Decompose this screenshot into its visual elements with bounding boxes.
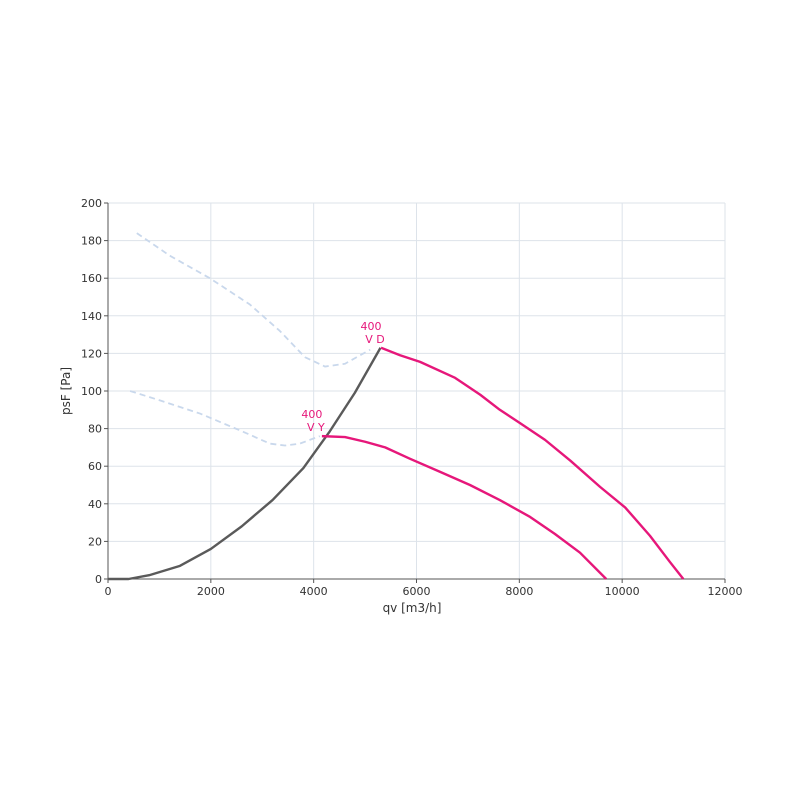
series-label: 400 xyxy=(361,320,382,333)
series-sublabel: V Y xyxy=(307,421,325,434)
y-tick-label: 160 xyxy=(81,272,102,285)
series-sublabel: V D xyxy=(365,333,385,346)
series-line xyxy=(321,434,608,580)
series-line xyxy=(380,346,685,580)
x-tick-label: 4000 xyxy=(300,585,328,598)
y-tick-label: 80 xyxy=(88,423,102,436)
y-tick-label: 0 xyxy=(95,573,102,586)
x-axis-label: qv [m3/h] xyxy=(383,601,442,615)
x-tick-label: 0 xyxy=(105,585,112,598)
series-label: 400 xyxy=(301,408,322,421)
x-tick-label: 6000 xyxy=(403,585,431,598)
x-tick-label: 10000 xyxy=(605,585,640,598)
x-tick-label: 2000 xyxy=(197,585,225,598)
y-tick-label: 60 xyxy=(88,460,102,473)
series-line xyxy=(136,232,371,368)
y-tick-label: 100 xyxy=(81,385,102,398)
y-tick-label: 20 xyxy=(88,535,102,548)
series-line xyxy=(108,347,382,581)
series-line xyxy=(129,390,321,447)
y-tick-label: 40 xyxy=(88,498,102,511)
y-tick-label: 180 xyxy=(81,235,102,248)
y-tick-label: 200 xyxy=(81,197,102,210)
x-tick-label: 12000 xyxy=(708,585,743,598)
y-axis-label: psF [Pa] xyxy=(59,367,73,415)
y-tick-label: 140 xyxy=(81,310,102,323)
x-tick-label: 8000 xyxy=(505,585,533,598)
y-tick-label: 120 xyxy=(81,347,102,360)
